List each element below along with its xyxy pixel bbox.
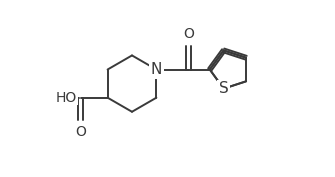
- Text: O: O: [75, 125, 86, 139]
- Text: N: N: [151, 62, 162, 77]
- Text: S: S: [219, 81, 228, 96]
- Text: HO: HO: [56, 91, 77, 105]
- Text: O: O: [183, 27, 194, 41]
